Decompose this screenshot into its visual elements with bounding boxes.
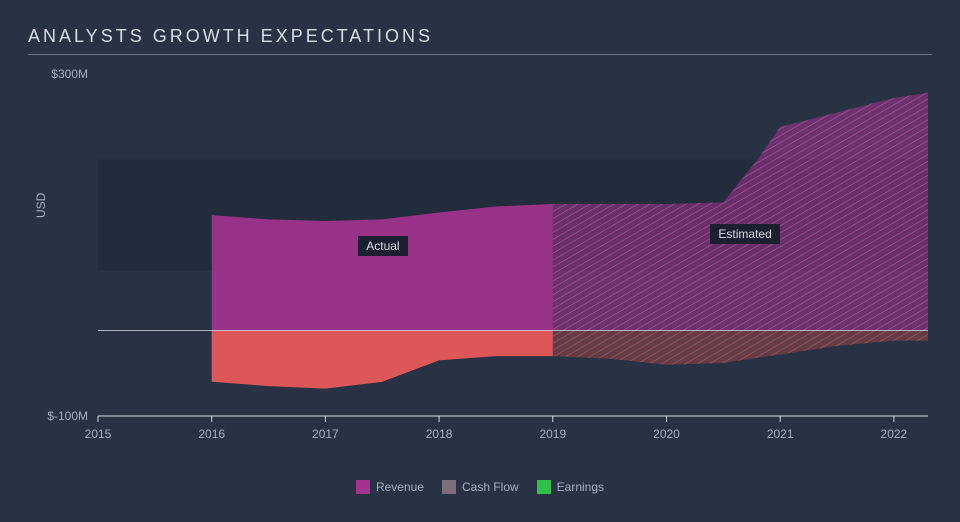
svg-text:2019: 2019 xyxy=(539,427,566,441)
title-underline xyxy=(28,54,932,55)
legend-label-revenue: Revenue xyxy=(376,480,424,494)
region-label-actual: Actual xyxy=(358,236,407,256)
svg-text:2018: 2018 xyxy=(426,427,453,441)
svg-text:2015: 2015 xyxy=(85,427,112,441)
legend: Revenue Cash Flow Earnings xyxy=(0,480,960,494)
legend-item-earnings: Earnings xyxy=(537,480,604,494)
chart-title: ANALYSTS GROWTH EXPECTATIONS xyxy=(28,26,433,47)
svg-text:2021: 2021 xyxy=(767,427,794,441)
y-axis-title: USD xyxy=(34,192,48,217)
legend-swatch-cashflow xyxy=(442,480,456,494)
svg-text:$300M: $300M xyxy=(51,67,88,81)
svg-text:2016: 2016 xyxy=(198,427,225,441)
svg-text:2022: 2022 xyxy=(881,427,908,441)
legend-item-revenue: Revenue xyxy=(356,480,424,494)
chart-svg: 2015 2016 2017 2018 2019 2020 2021 2022 $-100M $3… xyxy=(28,64,932,450)
legend-label-cashflow: Cash Flow xyxy=(462,480,519,494)
svg-text:$-100M: $-100M xyxy=(47,409,88,423)
legend-item-cashflow: Cash Flow xyxy=(442,480,519,494)
svg-text:2020: 2020 xyxy=(653,427,680,441)
legend-label-earnings: Earnings xyxy=(557,480,604,494)
chart-plot: 2015 2016 2017 2018 2019 2020 2021 2022 $-100M $3… xyxy=(28,64,932,450)
svg-text:2017: 2017 xyxy=(312,427,339,441)
legend-swatch-earnings xyxy=(537,480,551,494)
legend-swatch-revenue xyxy=(356,480,370,494)
region-label-estimated: Estimated xyxy=(710,224,779,244)
